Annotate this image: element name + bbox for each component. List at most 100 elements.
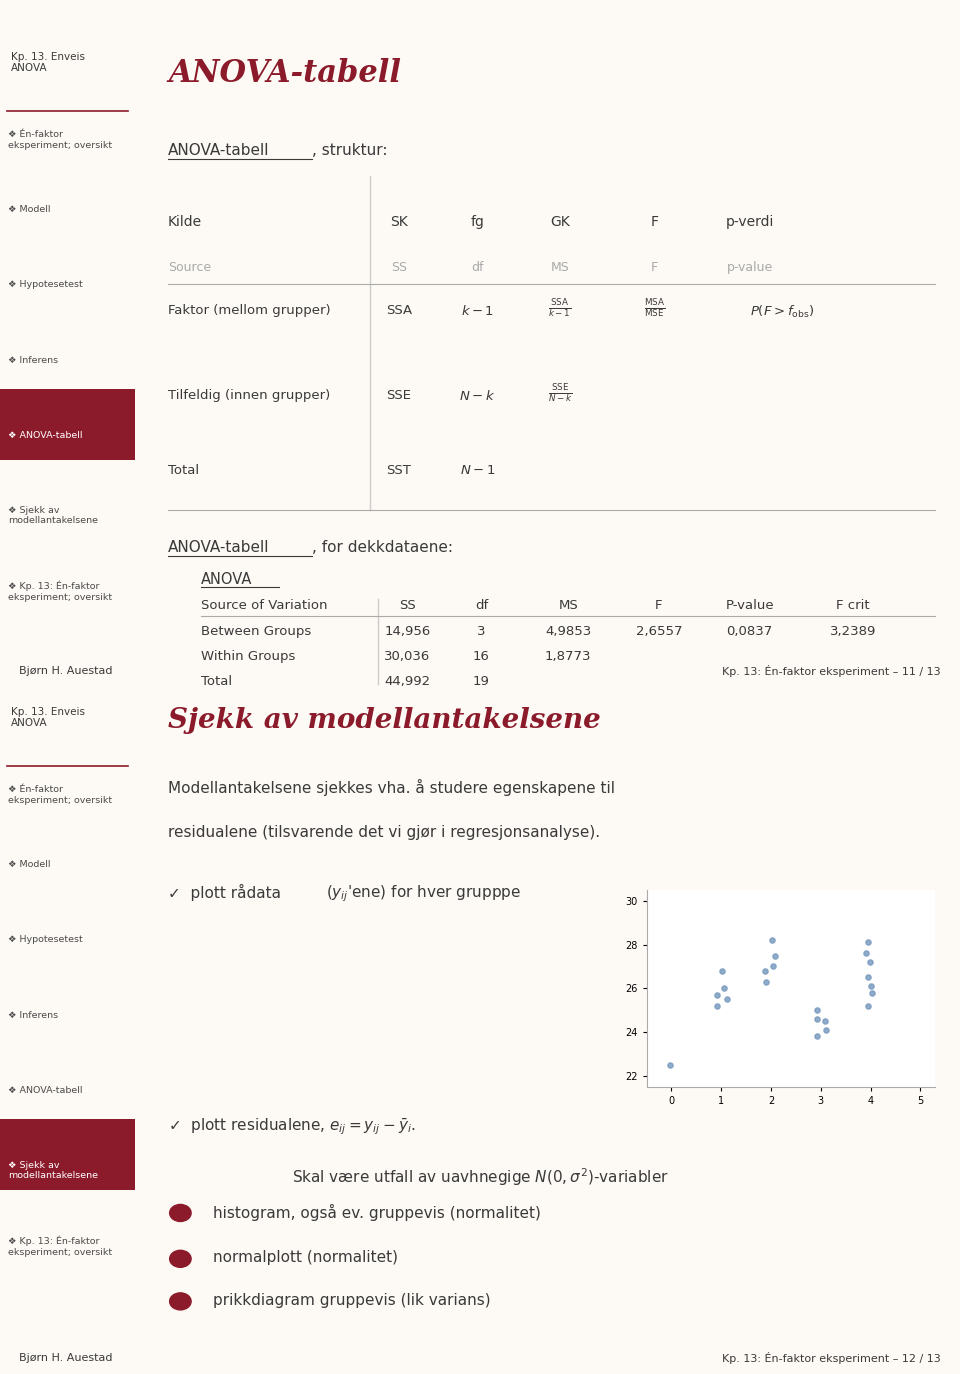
Text: Source of Variation: Source of Variation [201,599,327,611]
Text: F: F [651,216,659,229]
Text: Tilfeldig (innen grupper): Tilfeldig (innen grupper) [168,389,330,403]
Text: SK: SK [390,216,408,229]
Point [716,977,732,999]
Point [809,1009,825,1030]
Point [817,1010,832,1032]
Text: Kp. 13: Én-faktor eksperiment – 11 / 13: Kp. 13: Én-faktor eksperiment – 11 / 13 [722,665,941,677]
Text: ❖ ANOVA-tabell: ❖ ANOVA-tabell [8,430,83,440]
Text: SST: SST [387,464,412,477]
Text: $\frac{\mathrm{SSA}}{k-1}$: $\frac{\mathrm{SSA}}{k-1}$ [548,297,571,320]
Text: SS: SS [391,261,407,275]
Text: Source: Source [168,261,211,275]
Text: p-verdi: p-verdi [726,216,774,229]
Text: 2,6557: 2,6557 [636,625,683,638]
Text: $(y_{ij}$'ene) for hver grupppe: $(y_{ij}$'ene) for hver grupppe [326,883,521,904]
Point [757,960,773,982]
Point [764,929,780,951]
Text: MS: MS [559,599,578,611]
FancyBboxPatch shape [0,389,135,460]
Point [862,951,877,973]
Text: $\frac{\mathrm{SSE}}{N-k}$: $\frac{\mathrm{SSE}}{N-k}$ [547,382,572,405]
Text: df: df [475,599,488,611]
Text: ANOVA-tabell: ANOVA-tabell [168,143,270,158]
Point [709,984,725,1006]
Circle shape [170,1250,191,1267]
Text: histogram, også ev. gruppevis (normalitet): histogram, også ev. gruppevis (normalite… [213,1205,541,1221]
Text: 30,036: 30,036 [384,650,430,662]
Text: 3,2389: 3,2389 [829,625,876,638]
Text: ANOVA-tabell: ANOVA-tabell [168,58,401,89]
Text: ❖ Inferens: ❖ Inferens [8,1010,59,1020]
Text: ❖ Modell: ❖ Modell [8,860,51,870]
Point [709,995,725,1017]
Text: 19: 19 [473,675,490,687]
Point [809,999,825,1021]
Point [766,955,781,977]
Text: Kp. 13: Én-faktor eksperiment – 12 / 13: Kp. 13: Én-faktor eksperiment – 12 / 13 [722,1352,941,1364]
Point [860,932,876,954]
Point [714,960,730,982]
Text: 16: 16 [473,650,490,662]
Text: $P(F > f_{\mathrm{obs}})$: $P(F > f_{\mathrm{obs}})$ [750,304,814,320]
Text: , struktur:: , struktur: [312,143,388,158]
Text: Bjørn H. Auestad: Bjørn H. Auestad [19,1353,112,1363]
Point [858,943,874,965]
Text: ANOVA: ANOVA [201,573,252,587]
Text: Total: Total [168,464,199,477]
Text: ✓  plott rådata: ✓ plott rådata [168,883,286,900]
Text: fg: fg [470,216,484,229]
Text: Kp. 13. Enveis
ANOVA: Kp. 13. Enveis ANOVA [11,706,84,728]
Circle shape [170,1293,191,1309]
Text: GK: GK [550,216,569,229]
Text: F: F [655,599,662,611]
Text: $N-1$: $N-1$ [460,464,495,477]
Text: 0,0837: 0,0837 [727,625,773,638]
Text: $k-1$: $k-1$ [461,304,494,317]
Point [758,971,774,993]
Point [809,1025,825,1047]
Text: Modellantakelsene sjekkes vha. å studere egenskapene til: Modellantakelsene sjekkes vha. å studere… [168,779,615,796]
Point [819,1018,834,1040]
Text: ANOVA-tabell: ANOVA-tabell [168,540,270,555]
Text: $N-k$: $N-k$ [459,389,495,403]
Text: Sjekk av modellantakelsene: Sjekk av modellantakelsene [168,706,601,734]
Text: ❖ Kp. 13: Én-faktor
eksperiment; oversikt: ❖ Kp. 13: Én-faktor eksperiment; oversik… [8,1235,112,1257]
Text: 3: 3 [477,625,486,638]
Text: $\frac{\mathrm{MSA}}{\mathrm{MSE}}$: $\frac{\mathrm{MSA}}{\mathrm{MSE}}$ [644,297,665,319]
Text: Faktor (mellom grupper): Faktor (mellom grupper) [168,304,330,317]
Text: SS: SS [398,599,416,611]
Text: 44,992: 44,992 [384,675,430,687]
Text: residualene (tilsvarende det vi gjør i regresjonsanalyse).: residualene (tilsvarende det vi gjør i r… [168,824,600,840]
Text: MS: MS [550,261,569,275]
Text: 1,8773: 1,8773 [545,650,591,662]
Text: Within Groups: Within Groups [201,650,296,662]
Text: ❖ Hypotesetest: ❖ Hypotesetest [8,936,83,944]
Text: ❖ Inferens: ❖ Inferens [8,356,59,364]
Text: ❖ Kp. 13: Én-faktor
eksperiment; oversikt: ❖ Kp. 13: Én-faktor eksperiment; oversik… [8,581,112,602]
Text: ❖ Én-faktor
eksperiment; oversikt: ❖ Én-faktor eksperiment; oversikt [8,131,112,150]
Point [863,976,878,998]
Text: SSA: SSA [386,304,412,317]
Text: ❖ ANOVA-tabell: ❖ ANOVA-tabell [8,1085,83,1095]
Text: ❖ Sjekk av
modellantakelsene: ❖ Sjekk av modellantakelsene [8,1161,98,1180]
Text: Kp. 13. Enveis
ANOVA: Kp. 13. Enveis ANOVA [11,52,84,73]
Text: prikkdiagram gruppevis (lik varians): prikkdiagram gruppevis (lik varians) [213,1293,491,1308]
Text: $\checkmark$  plott residualene, $e_{ij} = y_{ij} - \bar{y}_i$.: $\checkmark$ plott residualene, $e_{ij} … [168,1116,416,1136]
Text: Kilde: Kilde [168,216,203,229]
Text: P-value: P-value [726,599,774,611]
Point [662,1054,678,1076]
Text: F crit: F crit [836,599,870,611]
Text: ❖ Én-faktor
eksperiment; oversikt: ❖ Én-faktor eksperiment; oversikt [8,786,112,805]
Point [768,944,783,966]
Point [860,995,876,1017]
Text: Between Groups: Between Groups [201,625,311,638]
Text: ❖ Sjekk av
modellantakelsene: ❖ Sjekk av modellantakelsene [8,506,98,525]
Point [864,981,879,1003]
Text: p-value: p-value [727,261,773,275]
Point [719,988,734,1010]
Text: 14,956: 14,956 [384,625,430,638]
Text: SSE: SSE [387,389,412,403]
Text: normalplott (normalitet): normalplott (normalitet) [213,1250,398,1265]
Text: 4,9853: 4,9853 [545,625,591,638]
Text: ❖ Hypotesetest: ❖ Hypotesetest [8,280,83,290]
